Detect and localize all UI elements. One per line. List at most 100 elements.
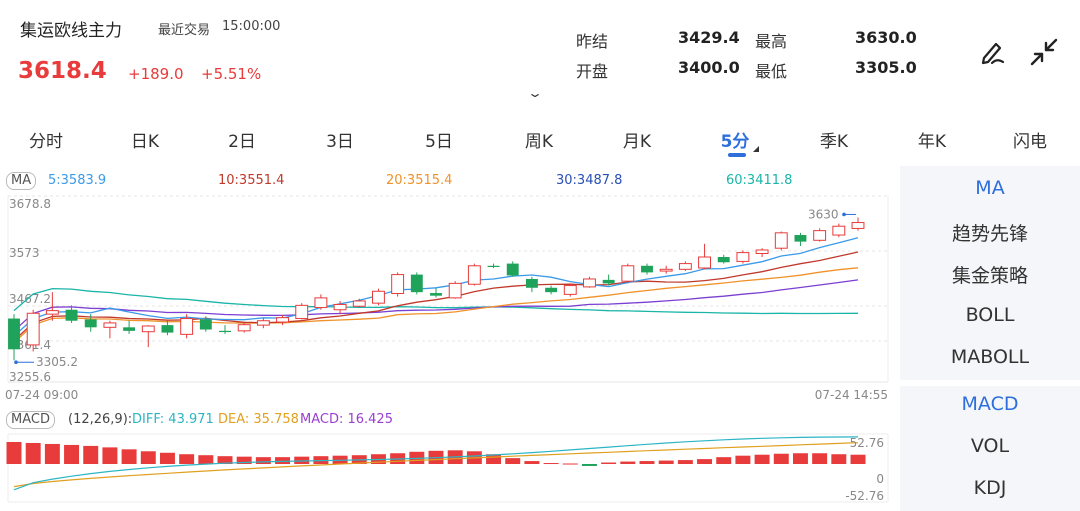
- candle-body: [545, 287, 558, 293]
- macd-bar: [581, 464, 597, 466]
- macd-bar: [505, 458, 521, 464]
- ma10-line: [13, 251, 859, 341]
- candle-body: [123, 327, 136, 331]
- macd-bar: [83, 445, 99, 464]
- candle-body: [180, 318, 194, 335]
- last-trade-time: 15:00:00: [222, 19, 281, 34]
- macd-label-bottom: -52.76: [845, 489, 884, 503]
- ma30-value: 30:3487.8: [556, 173, 623, 188]
- macd-bar: [716, 457, 732, 464]
- candle-body: [678, 263, 692, 270]
- low-value: 3305.0: [855, 58, 917, 77]
- macd-indicator-tag[interactable]: MACD: [6, 411, 55, 429]
- candle-body: [26, 312, 40, 346]
- macd-bar: [217, 456, 233, 464]
- macd-bar: [6, 442, 22, 464]
- candle-body: [219, 330, 231, 333]
- macd-bar: [44, 443, 60, 464]
- macd-bar: [102, 447, 118, 464]
- price-label-bottom: 3255.6: [9, 370, 51, 384]
- macd-bar: [294, 456, 310, 464]
- macd-bar: [677, 460, 693, 464]
- macd-bar: [601, 462, 617, 464]
- high-marker-dot: [842, 212, 846, 217]
- high-value: 3630.0: [855, 28, 917, 47]
- ma20-line: [13, 267, 859, 344]
- candle-body: [525, 278, 538, 288]
- ma-indicator-tag[interactable]: MA: [6, 172, 37, 190]
- kline-chart[interactable]: 3678.835733467.23361.43255.636303305.207…: [0, 166, 900, 511]
- candle-body: [141, 325, 155, 333]
- indicator-macd[interactable]: MACD: [961, 393, 1019, 415]
- tab-monthly-k[interactable]: 月K: [622, 132, 652, 152]
- tab-daily-k[interactable]: 日K: [130, 132, 160, 152]
- ma60-line: [13, 287, 859, 315]
- candle-body: [506, 263, 519, 276]
- indicator-kdj[interactable]: KDJ: [973, 477, 1007, 499]
- prev-settle-value: 3429.4: [678, 28, 740, 47]
- candle-body: [8, 318, 20, 350]
- tab-5day[interactable]: 5日: [425, 132, 453, 152]
- candle-body: [832, 225, 846, 236]
- indicator-gold-strategy[interactable]: 集金策略: [951, 265, 1028, 287]
- collapse-icon[interactable]: [1028, 36, 1060, 74]
- macd-dea: DEA: 35.758: [218, 412, 299, 427]
- macd-bar: [198, 455, 214, 464]
- candle-body: [736, 252, 750, 262]
- macd-bar: [64, 444, 80, 464]
- macd-value: MACD: 16.425: [300, 412, 393, 427]
- macd-bar: [25, 442, 41, 464]
- indicator-ma[interactable]: MA: [975, 177, 1005, 199]
- last-price: 3618.4: [18, 58, 107, 84]
- indicator-vol[interactable]: VOL: [970, 435, 1010, 457]
- tab-3day[interactable]: 3日: [326, 132, 354, 152]
- candle-body: [333, 303, 347, 311]
- candle-body: [621, 265, 635, 282]
- macd-bar: [754, 454, 770, 464]
- macd-bar: [275, 457, 291, 464]
- macd-bar: [179, 454, 195, 464]
- high-label: 最高: [755, 32, 788, 51]
- candle-body: [45, 310, 59, 315]
- macd-params: (12,26,9):: [68, 412, 133, 427]
- candle-body: [352, 300, 366, 307]
- pen-icon[interactable]: [978, 36, 1008, 72]
- macd-diff: DIFF: 43.971: [132, 412, 214, 427]
- candle-body: [314, 297, 328, 309]
- tab-intraday[interactable]: 分时: [29, 132, 63, 152]
- tab-weekly-k[interactable]: 周K: [524, 132, 554, 152]
- candle-body: [602, 279, 615, 284]
- indicator-maboll[interactable]: MABOLL: [950, 346, 1030, 368]
- macd-bar: [792, 453, 808, 464]
- candle-body: [65, 309, 78, 321]
- dea-line: [13, 442, 859, 488]
- candle-body: [794, 235, 807, 242]
- ma20-value: 20:3515.4: [386, 173, 453, 188]
- ma10-value: 10:3551.4: [218, 173, 285, 188]
- indicator-trend-pioneer[interactable]: 趋势先锋: [951, 223, 1028, 245]
- tab-yearly-k[interactable]: 年K: [917, 132, 947, 152]
- candle-body: [467, 265, 481, 285]
- macd-bar: [236, 456, 252, 464]
- diff-line: [13, 436, 859, 491]
- chevron-down-icon[interactable]: ⌄: [526, 86, 544, 100]
- price-change-percent: +5.51%: [201, 65, 262, 83]
- tab-2day[interactable]: 2日: [228, 132, 256, 152]
- tab-5min[interactable]: 5分: [720, 132, 750, 152]
- macd-label-zero: 0: [876, 472, 884, 486]
- ma30-line: [13, 279, 859, 332]
- candle-body: [237, 324, 251, 332]
- candle-body: [161, 325, 174, 333]
- ma5-line: [13, 237, 859, 337]
- macd-bar: [773, 453, 789, 464]
- tab-quarterly-k[interactable]: 季K: [819, 132, 849, 152]
- last-trade-label: 最近交易: [158, 23, 211, 38]
- ma60-value: 60:3411.8: [726, 173, 793, 188]
- candle-body: [698, 256, 711, 269]
- macd-bar: [639, 461, 655, 464]
- candle-body: [487, 265, 500, 267]
- indicator-boll[interactable]: BOLL: [965, 304, 1015, 326]
- kline-chart-svg: 3678.835733467.23361.43255.636303305.207…: [5, 195, 889, 503]
- active-tab-indicator: [728, 153, 746, 157]
- tab-flash[interactable]: 闪电: [1013, 132, 1047, 152]
